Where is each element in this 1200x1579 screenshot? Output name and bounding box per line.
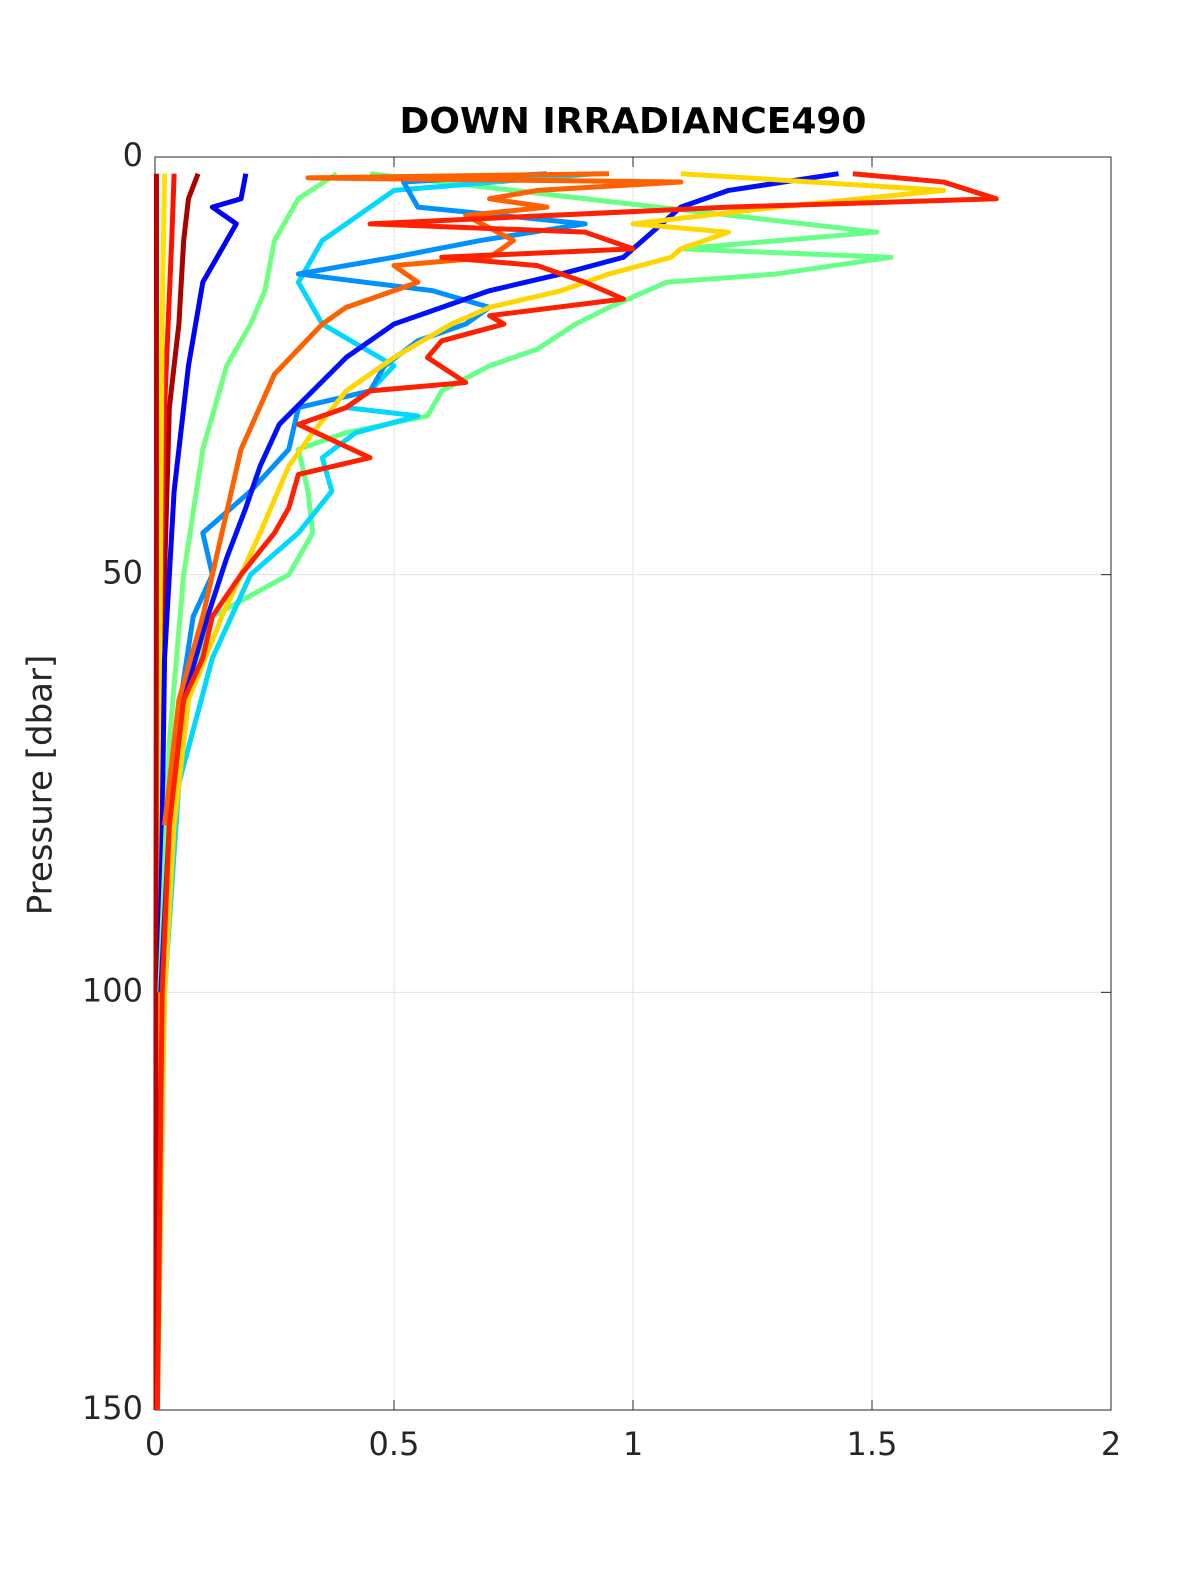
y-tick-label: 150 bbox=[82, 1389, 143, 1427]
chart-title: DOWN IRRADIANCE490 bbox=[400, 101, 867, 142]
y-axis-label: Pressure [dbar] bbox=[21, 655, 61, 916]
x-tick-label: 1.5 bbox=[847, 1425, 898, 1463]
x-tick-label: 0.5 bbox=[369, 1425, 420, 1463]
x-tick-label: 2 bbox=[1101, 1425, 1121, 1463]
y-tick-label: 0 bbox=[123, 136, 143, 174]
x-tick-label: 1 bbox=[623, 1425, 643, 1463]
x-tick-label: 0 bbox=[145, 1425, 165, 1463]
y-tick-label: 100 bbox=[82, 971, 143, 1009]
y-tick-label: 50 bbox=[102, 554, 143, 592]
